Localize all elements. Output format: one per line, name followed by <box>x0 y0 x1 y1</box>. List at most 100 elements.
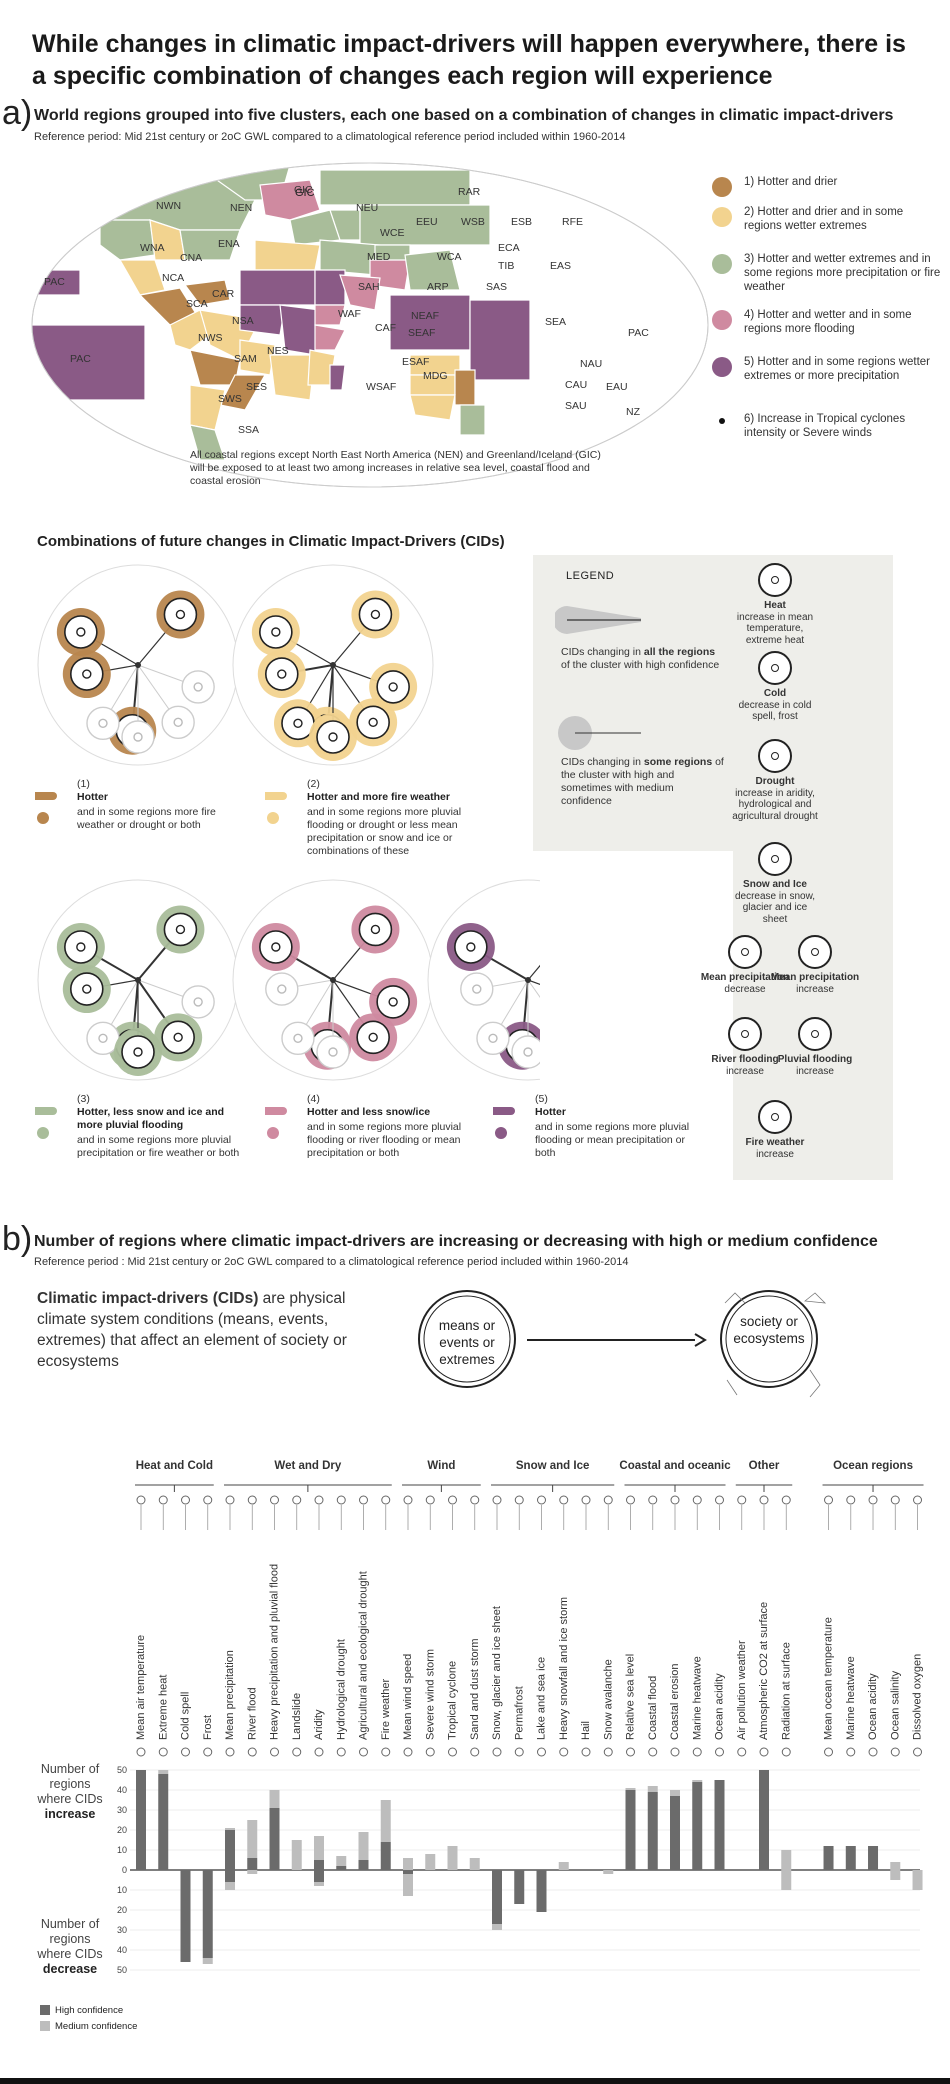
y-tick-label: 10 <box>117 1845 127 1855</box>
decrease-axis-label: Number of regions where CIDs decrease <box>37 1917 103 1976</box>
category-marker-bottom <box>648 1747 658 1757</box>
bar-increase-high <box>714 1780 725 1870</box>
category-marker-bottom <box>559 1747 569 1757</box>
cid-diagram <box>418 1290 827 1398</box>
cluster-swatch <box>712 177 732 197</box>
category-label: Ocean acidity <box>867 1673 879 1740</box>
combination-wheel <box>37 879 239 1081</box>
y-tick-label: 30 <box>117 1805 127 1815</box>
y-tick-label: 0 <box>122 1865 127 1875</box>
category-marker-top <box>292 1495 302 1505</box>
category-marker-bottom <box>470 1747 480 1757</box>
region-label: SAS <box>486 281 508 293</box>
combination-wheel <box>232 564 434 766</box>
combo-all-marker <box>493 1107 515 1115</box>
icon-legend-desc: increase in aridity, hydrological and ag… <box>732 787 818 822</box>
group-label: Heat and Cold <box>136 1460 213 1472</box>
category-label: Snow avalanche <box>602 1659 614 1740</box>
category-label: Lake and sea ice <box>536 1657 548 1740</box>
combo-number: (4) <box>307 1093 320 1105</box>
bar-increase-high <box>314 1860 324 1870</box>
region-label: WSAF <box>366 381 397 393</box>
category-marker-bottom <box>270 1747 279 1757</box>
bar-increase-medium <box>558 1862 569 1870</box>
icon-legend-title: Cold <box>763 688 787 699</box>
category-marker-bottom <box>715 1747 724 1757</box>
category-marker-top <box>470 1495 480 1505</box>
cid-definition: Climatic impact-drivers (CIDs) are physi… <box>37 1290 347 1370</box>
page-title: While changes in climatic impact-drivers… <box>32 30 906 90</box>
combo-head: Hotter, less snow and ice and more pluvi… <box>77 1106 225 1131</box>
category-marker-bottom <box>136 1747 146 1757</box>
category-marker-bottom <box>514 1747 524 1757</box>
category-marker-top <box>158 1495 168 1505</box>
icon-legend-desc: decrease in cold spell, frost <box>738 699 812 723</box>
icon-legend-desc: increase in mean temperature, extreme he… <box>736 611 814 646</box>
bar-increase-high <box>247 1858 258 1870</box>
category-marker-bottom <box>670 1747 680 1757</box>
category-marker-bottom <box>292 1747 302 1757</box>
region-label: EEU <box>416 216 438 228</box>
region-label: MDG <box>423 370 448 382</box>
category-marker-bottom <box>759 1747 769 1757</box>
category-label: Hail <box>580 1721 592 1740</box>
category-marker-top <box>514 1495 524 1505</box>
icon-legend-item: Heat increase in mean temperature, extrem… <box>730 563 820 646</box>
region-label: NEAF <box>411 310 440 322</box>
region-label: SES <box>246 381 268 393</box>
category-marker-bottom <box>868 1747 878 1757</box>
region-label: EAS <box>550 260 572 272</box>
region-label: EAU <box>606 381 628 393</box>
bar-decrease-high <box>225 1870 235 1882</box>
category-marker-bottom <box>336 1747 346 1757</box>
y-tick-label: 50 <box>117 1965 127 1975</box>
category-marker-top <box>314 1495 324 1505</box>
bar-increase-medium <box>291 1840 302 1870</box>
world-map: GIC <box>31 162 709 488</box>
category-marker-bottom <box>626 1747 635 1757</box>
high-confidence-swatch <box>40 2005 50 2016</box>
category-marker-top <box>648 1495 658 1505</box>
panel-b-letter: b) <box>2 1220 33 1258</box>
region-label: ARP <box>427 281 449 293</box>
icon-legend-item: Pluvial flooding increase <box>770 1017 860 1077</box>
panel-b-subtitle: Reference period : Mid 21st century or 2… <box>34 1256 629 1268</box>
cid-bar-chart: 50 40 30 20 10 0 10 20 30 40 50 Heat and Cold Wet an… <box>117 1460 924 1975</box>
category-marker-top <box>270 1495 279 1505</box>
map-note: All coastal regions except North East No… <box>190 449 601 487</box>
medium-confidence-swatch <box>40 2021 50 2032</box>
bar-increase-medium <box>670 1790 680 1796</box>
group-label: Wind <box>427 1460 455 1472</box>
combo-rest: and in some regions more pluvial precipi… <box>77 1134 240 1159</box>
category-marker-top <box>247 1495 257 1505</box>
bar-increase-high <box>692 1782 703 1870</box>
icon-legend-desc: increase <box>756 1148 794 1160</box>
bar-increase-medium <box>890 1862 901 1870</box>
y-tick-label: 10 <box>117 1885 127 1895</box>
panel-a-letter: a) <box>2 94 33 132</box>
region-label: WCE <box>380 227 405 239</box>
bar-increase-high <box>225 1830 235 1870</box>
bar-increase-medium <box>625 1788 636 1790</box>
icon-legend-item: Mean precipitation increase <box>770 935 860 995</box>
combo-number: (1) <box>77 778 90 790</box>
combo-head: Hotter <box>535 1106 566 1118</box>
bar-increase-medium <box>336 1856 347 1866</box>
category-marker-top <box>448 1495 457 1505</box>
combo-rest: and in some regions more pluvial floodin… <box>307 1121 462 1159</box>
mean-precip-decrease-icon <box>728 935 762 969</box>
region-label: SCA <box>186 298 208 310</box>
category-marker-top <box>824 1495 834 1505</box>
combo-rest: and in some regions more pluvial floodin… <box>307 806 462 857</box>
icon-legend-item: Cold decrease in cold spell, frost <box>730 651 820 723</box>
category-marker-bottom <box>425 1747 435 1757</box>
region-label: CNA <box>180 252 203 264</box>
category-marker-top <box>781 1495 791 1505</box>
category-label: Landslide <box>291 1693 303 1740</box>
region-label: WSB <box>461 216 485 228</box>
bar-increase-high <box>158 1774 169 1870</box>
bar-decrease-medium <box>781 1870 792 1890</box>
category-marker-bottom <box>448 1747 457 1757</box>
combo-head: Hotter and more fire weather <box>307 791 450 803</box>
cluster-swatch <box>712 207 732 227</box>
